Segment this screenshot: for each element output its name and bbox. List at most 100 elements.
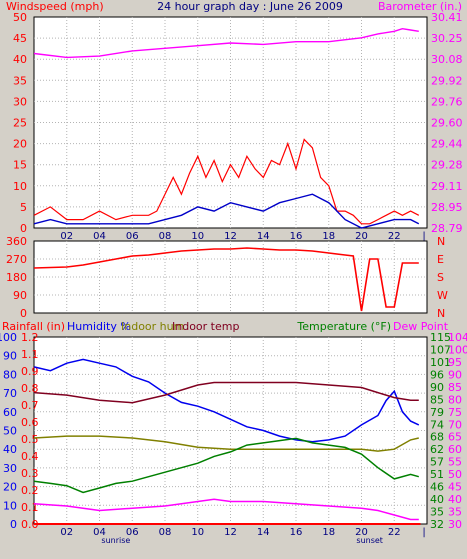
x-tick-label: 08 [159,231,172,242]
y-tick-label: 29.76 [431,95,463,108]
y-tick-label: 90 [13,289,27,302]
y-tick-label: 0.2 [21,484,39,497]
windspeed-axis: 0 5 10 15 20 25 30 35 40 45 50 [13,11,27,235]
y-tick-label: 20 [3,481,17,494]
y-tick-label: 0.1 [21,501,39,514]
y-tick-label: 40 [13,53,27,66]
indoor-hum-axis-title: Indoor hum [121,320,184,333]
x-tick-label: 22 [388,231,401,242]
direction-degrees-axis: 0 90 180 270 360 [6,235,27,320]
y-tick-label: 45 [13,32,27,45]
wind-panel [33,16,428,229]
y-tick-label: 100 [448,343,467,356]
x-tick-label: 02 [60,231,73,242]
y-tick-label: 79 [430,406,444,419]
y-tick-label: 40 [3,443,17,456]
x-tick-label: 10 [191,527,204,538]
y-tick-label: E [437,253,444,266]
temperature-axis-title: Temperature (°F) [296,320,391,333]
wind-direction-line [33,247,419,312]
y-tick-label: 45 [448,481,462,494]
y-tick-label: 0.3 [21,467,39,480]
x-tick-label: 16 [290,231,303,242]
gust-line [33,138,420,225]
y-tick-label: 30.25 [431,32,463,45]
y-tick-label: 10 [3,499,17,512]
y-tick-label: 0.6 [21,416,39,429]
y-tick-label: 70 [448,418,462,431]
y-tick-label: 65 [448,431,462,444]
barometer-axis-title: Barometer (in.) [378,0,462,13]
y-tick-label: 60 [3,406,17,419]
x-tick-label: 16 [290,527,303,538]
y-tick-label: 55 [448,456,462,469]
y-tick-label: 0 [20,307,27,320]
y-tick-label: 30.41 [431,11,463,24]
x-tick-label: | [422,527,425,538]
y-tick-label: 46 [430,481,444,494]
x-tick-label: 04 [93,231,106,242]
y-tick-label: 50 [448,468,462,481]
sunset-label: sunset [356,536,383,545]
y-tick-label: 180 [6,271,27,284]
humidity-axis-title: Humidity % [67,320,131,333]
y-tick-label: 101 [430,356,451,369]
x-tick-label: 06 [126,527,139,538]
y-tick-label: N [437,235,445,248]
x-tick-label: 18 [322,231,335,242]
rainfall-axis: 0.0 0.1 0.2 0.3 0.4 0.5 0.6 0.7 0.8 0.9 1.1 1.2 [21,331,39,531]
y-tick-label: 29.28 [431,159,463,172]
y-tick-label: 29.11 [431,180,463,193]
y-tick-label: 85 [430,393,444,406]
barometer-line [33,27,419,59]
y-tick-label: 1.1 [21,348,39,361]
y-tick-label: 30 [3,462,17,475]
y-tick-label: 32 [430,518,444,531]
y-tick-label: 29.60 [431,117,463,130]
y-tick-label: 10 [13,180,27,193]
y-tick-label: 360 [6,235,27,248]
barometer-axis: 28.79 28.95 29.11 29.28 29.44 29.60 29.76 29.92… [431,11,463,235]
dew-point-line [33,498,419,521]
y-tick-label: 20 [13,138,27,151]
y-tick-label: 40 [448,493,462,506]
x-tick-label: 22 [388,527,401,538]
x-tick-label: 18 [322,527,335,538]
x-tick-label: 10 [191,231,204,242]
y-tick-label: 70 [3,387,17,400]
y-tick-label: 30 [448,518,462,531]
x-tick-label: 12 [224,527,237,538]
humidity-axis: 0 10 20 30 40 50 60 70 80 90 100 [0,331,17,531]
y-tick-label: 0.0 [21,518,39,531]
y-tick-label: 107 [430,343,451,356]
rainfall-axis-title: Rainfall (in) [2,320,65,333]
x-tick-label: 08 [159,527,172,538]
x-tick-label: 20 [355,527,368,538]
x-tick-label: 14 [257,231,270,242]
y-tick-label: 0.7 [21,399,39,412]
x-tick-label: 06 [126,231,139,242]
y-tick-label: 0.8 [21,382,39,395]
top-header: Windspeed (mph) 24 hour graph day : June… [6,0,462,13]
graph-title: 24 hour graph day : June 26 2009 [157,0,343,13]
y-tick-label: 25 [13,117,27,130]
temperature-line [33,437,420,494]
y-tick-label: 90 [448,368,462,381]
x-tick-label: 02 [60,527,73,538]
temperature-x-axis: 02 04 06 08 10 12 14 16 18 20 22 | sunrise sunset [60,527,425,545]
y-tick-label: 29.92 [431,74,463,87]
y-tick-label: N [437,307,445,320]
humidity-line [33,358,420,443]
y-tick-label: 30.08 [431,53,463,66]
y-tick-label: 50 [13,11,27,24]
y-tick-label: 270 [6,253,27,266]
y-tick-label: 75 [448,406,462,419]
y-tick-label: 0.9 [21,365,39,378]
indoor-hum-line [33,435,419,452]
y-tick-label: 28.79 [431,222,463,235]
y-tick-label: 96 [430,368,444,381]
y-tick-label: 80 [448,393,462,406]
y-tick-label: 68 [430,431,444,444]
